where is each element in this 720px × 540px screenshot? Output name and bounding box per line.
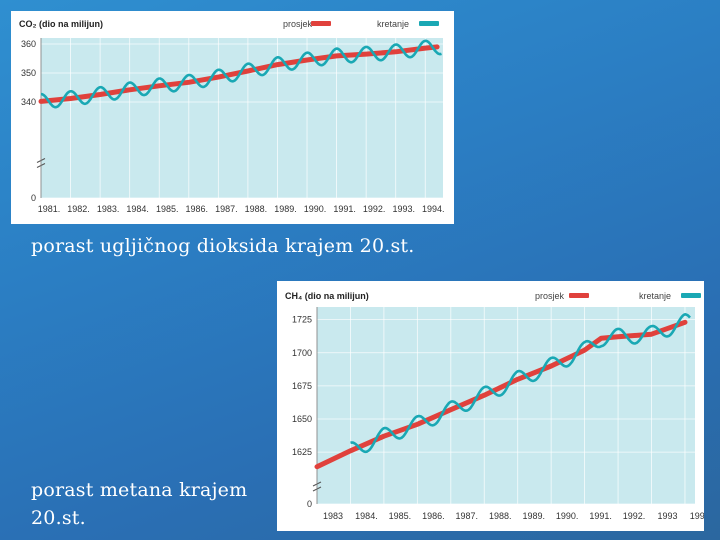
co2-x-tick-label: 1993. [392, 204, 415, 214]
co2-legend-label: prosjek [283, 19, 313, 29]
co2-x-tick-label: 1983. [97, 204, 120, 214]
ch4-caption: porast metana krajem 20.st. [31, 479, 248, 529]
co2-chart: 1981. 1982. 1983. 1984. 1985. 1986. 1987. 1988.… [11, 11, 454, 224]
co2-x-tick-label: 1990. [304, 204, 327, 214]
ch4-trend-line [350, 313, 691, 454]
ch4-plot-area [317, 307, 695, 504]
ch4-y-tick-label: 0 [307, 499, 312, 509]
co2-x-tick-label: 1988. [245, 204, 268, 214]
co2-y-tick-label: 0 [31, 193, 36, 203]
ch4-title: CH₄ (dio na milijun) [285, 291, 369, 301]
ch4-x-tick-label: 1992. [623, 511, 646, 521]
co2-caption: porast ugljičnog dioksida krajem 20.st. [31, 235, 415, 257]
ch4-x-tick-label: 1985. [389, 511, 412, 521]
ch4-chart-svg: 1983 1984. 1985. 1986. 1987. 1988. 1989. 1990. 1… [285, 291, 704, 521]
ch4-x-tick-label: 1994. [690, 511, 704, 521]
co2-x-tick-label: 1984. [126, 204, 149, 214]
co2-x-tick-label: 1987. [215, 204, 238, 214]
co2-legend-label: kretanje [377, 19, 409, 29]
ch4-average-line [314, 319, 688, 470]
ch4-x-tick-label: 1986. [422, 511, 445, 521]
ch4-y-tick-label: 1700 [292, 348, 312, 358]
co2-legend-swatch [419, 21, 439, 26]
ch4-x-tick-label: 1991. [589, 511, 612, 521]
co2-legend-swatch [311, 21, 331, 26]
co2-y-tick-label: 360 [21, 39, 36, 49]
co2-x-tick-label: 1985. [156, 204, 179, 214]
co2-x-tick-label: 1994. [422, 204, 445, 214]
co2-trend-line [40, 39, 442, 109]
ch4-x-tick-label: 1988. [489, 511, 512, 521]
ch4-legend-swatch [681, 293, 701, 298]
ch4-y-tick-label: 1650 [292, 414, 312, 424]
co2-average-line [38, 44, 440, 104]
co2-x-tick-label: 1989. [274, 204, 297, 214]
co2-x-tick-label: 1986. [186, 204, 209, 214]
ch4-x-tick-label: 1983 [323, 511, 343, 521]
co2-y-tick-label: 350 [21, 68, 36, 78]
co2-x-tick-label: 1981. [38, 204, 61, 214]
ch4-x-tick-label: 1984. [355, 511, 378, 521]
ch4-x-tick-label: 1987. [456, 511, 479, 521]
co2-chart-svg: 1981. 1982. 1983. 1984. 1985. 1986. 1987. 1988.… [19, 19, 445, 214]
co2-plot-area [41, 38, 443, 198]
ch4-y-tick-label: 1625 [292, 447, 312, 457]
ch4-legend-label: prosjek [535, 291, 565, 301]
co2-x-tick-label: 1992. [363, 204, 386, 214]
co2-title: CO₂ (dio na milijun) [19, 19, 103, 29]
ch4-x-tick-label: 1990. [556, 511, 579, 521]
co2-y-tick-label: 340 [21, 97, 36, 107]
ch4-chart: 1983 1984. 1985. 1986. 1987. 1988. 1989. 1990. 1… [277, 281, 704, 531]
ch4-x-tick-label: 1989. [522, 511, 545, 521]
ch4-legend-swatch [569, 293, 589, 298]
ch4-legend-label: kretanje [639, 291, 671, 301]
co2-x-tick-label: 1982. [67, 204, 90, 214]
co2-x-tick-label: 1991. [333, 204, 356, 214]
ch4-y-tick-label: 1725 [292, 315, 312, 325]
ch4-y-tick-label: 1675 [292, 381, 312, 391]
ch4-x-tick-label: 1993 [657, 511, 677, 521]
